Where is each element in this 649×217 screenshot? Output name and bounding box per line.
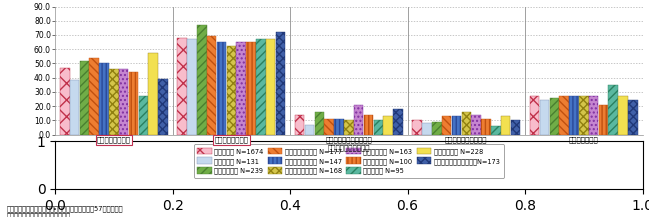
Bar [363, 115, 373, 135]
Bar [569, 96, 579, 135]
Bar [90, 58, 99, 135]
Bar [177, 38, 187, 135]
Bar [70, 81, 79, 135]
Bar [334, 119, 344, 135]
Text: モーダルシフト（鉄道・
海運等の利用）の促進: モーダルシフト（鉄道・ 海運等の利用）の促進 [325, 137, 373, 151]
Bar [598, 105, 608, 135]
Bar [412, 120, 422, 135]
Bar [266, 39, 275, 135]
Bar [207, 36, 217, 135]
Bar [344, 120, 354, 135]
Text: 荷捌きスペースの確保: 荷捌きスペースの確保 [445, 137, 487, 143]
Bar [393, 109, 403, 135]
Bar [227, 46, 236, 135]
Bar [80, 61, 89, 135]
Bar [315, 112, 324, 135]
Bar [461, 112, 471, 135]
Bar [324, 119, 334, 135]
Bar [60, 68, 69, 135]
Bar [354, 105, 363, 135]
Bar [442, 116, 452, 135]
Bar [129, 72, 138, 135]
Bar [158, 79, 168, 135]
Bar [236, 42, 246, 135]
Legend: 全業種合計 N=1674, 農林水産業 N=131, 鉱業・建設業 N=239, 基礎素材型製造業 N=177, 加工組立型製造業 N=147, 生活関連型製造: 全業種合計 N=1674, 農林水産業 N=131, 鉱業・建設業 N=239,… [193, 144, 504, 178]
Bar [139, 96, 148, 135]
Bar [530, 96, 539, 135]
Bar [295, 115, 304, 135]
Bar [109, 69, 119, 135]
Bar [256, 39, 265, 135]
Text: 物流拠点の整備: 物流拠点の整備 [569, 137, 598, 143]
Bar [188, 39, 197, 135]
Bar [618, 96, 628, 135]
Bar [481, 119, 491, 135]
Bar [511, 120, 520, 135]
Bar [305, 125, 314, 135]
Bar [550, 98, 559, 135]
Bar [432, 122, 441, 135]
Bar [579, 96, 589, 135]
Bar [197, 25, 206, 135]
Bar [217, 42, 227, 135]
Bar [471, 115, 481, 135]
Text: 高速道路網の整備: 高速道路網の整備 [97, 137, 131, 143]
Text: 地域道路網の整備: 地域道路網の整備 [214, 137, 249, 143]
Bar [628, 100, 638, 135]
Bar [452, 116, 461, 135]
Bar [374, 120, 383, 135]
Bar [422, 123, 432, 135]
Bar [589, 96, 598, 135]
Bar [559, 96, 569, 135]
Bar [501, 116, 510, 135]
Bar [384, 116, 393, 135]
Bar [540, 100, 549, 135]
Bar [149, 53, 158, 135]
Bar [491, 126, 500, 135]
Bar [99, 63, 109, 135]
Bar [609, 85, 618, 135]
Bar [246, 42, 256, 135]
Text: （注）　全業種合計には、業種分類できなかった57社を含む。
資料）国土交通省事業者アンケート: （注） 全業種合計には、業種分類できなかった57社を含む。 資料）国土交通省事業… [6, 205, 123, 217]
Bar [276, 32, 286, 135]
Bar [119, 69, 129, 135]
